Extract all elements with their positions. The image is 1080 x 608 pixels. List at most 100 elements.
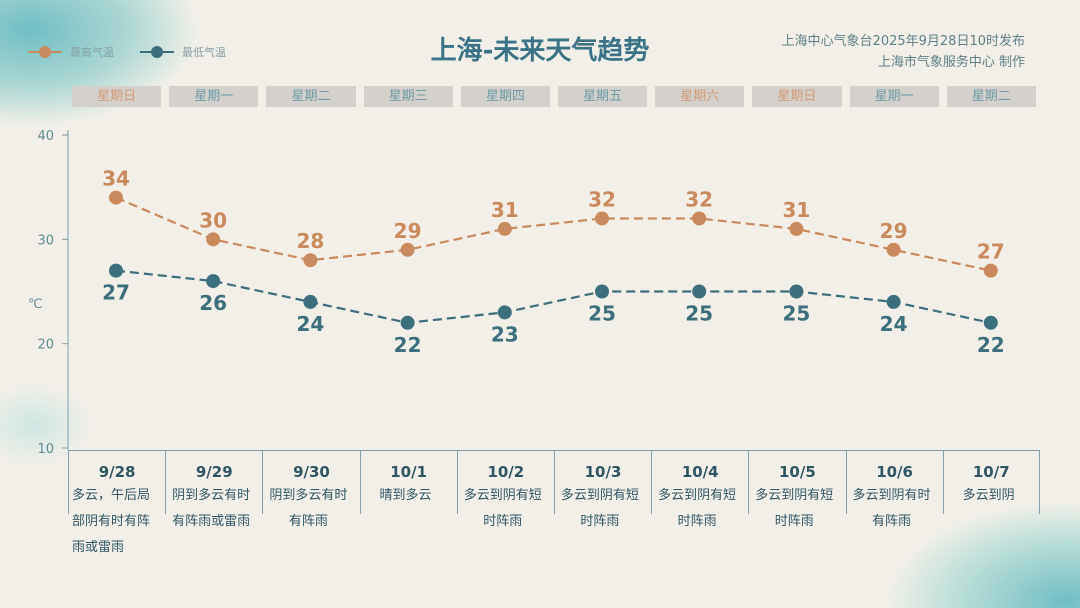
- legend-low: 最低气温: [140, 44, 226, 60]
- data-label: 32: [685, 187, 713, 211]
- weather-text: 多云到阴有时有阵雨: [852, 488, 931, 529]
- data-label: 28: [296, 229, 324, 253]
- date-label: 10/4: [681, 463, 719, 481]
- weekday-label: 星期一: [849, 86, 939, 107]
- weekday-label: 星期二: [946, 86, 1036, 107]
- y-tick-label: 20: [37, 338, 54, 353]
- forecast-column: 9/28 多云，午后局部阴有时有阵雨或雷雨: [68, 451, 165, 555]
- legend-high-marker: [28, 46, 62, 58]
- data-point: [497, 221, 512, 236]
- date-label: 10/7: [972, 463, 1010, 481]
- data-point: [983, 315, 998, 330]
- decor-ink-wash: [800, 470, 1080, 608]
- data-label: 26: [199, 291, 227, 315]
- data-point: [206, 274, 221, 289]
- data-label: 24: [880, 312, 908, 336]
- data-label: 32: [588, 187, 616, 211]
- data-label: 29: [394, 219, 422, 243]
- data-point: [595, 284, 609, 299]
- data-label: 27: [977, 240, 1005, 264]
- forecast-column: 10/4 多云到阴有短时阵雨: [651, 451, 748, 529]
- weekday-label: 星期二: [266, 86, 356, 107]
- weather-text: 阴到多云有时有阵雨或雷雨: [172, 488, 251, 529]
- data-label: 24: [296, 312, 324, 336]
- data-label: 31: [782, 198, 810, 222]
- weather-text: 多云到阴有短时阵雨: [658, 488, 737, 529]
- date-label: 10/1: [390, 463, 428, 481]
- data-point: [886, 242, 901, 257]
- y-tick-label: 10: [37, 442, 54, 457]
- data-point: [109, 190, 123, 205]
- weekday-label: 星期六: [655, 86, 745, 107]
- date-label: 10/5: [779, 463, 816, 481]
- date-label: 9/30: [293, 463, 330, 481]
- data-point: [400, 315, 415, 330]
- data-point: [497, 305, 512, 320]
- y-axis-label: ℃: [28, 297, 43, 312]
- weekday-label: 星期日: [752, 86, 842, 107]
- data-point: [109, 263, 123, 278]
- publisher-info: 上海中心气象台2025年9月28日10时发布上海市气象服务中心 制作: [782, 31, 1025, 73]
- weekday-label: 星期日: [72, 86, 162, 107]
- data-point: [692, 211, 707, 226]
- weekday-label: 星期四: [460, 86, 550, 107]
- weather-text: 多云到阴: [962, 488, 1015, 503]
- y-tick-label: 40: [37, 129, 54, 144]
- weekday-row: 星期日 星期一 星期二 星期三 星期四 星期五 星期六 星期日 星期一 星期二: [68, 86, 1040, 107]
- data-point: [303, 294, 318, 309]
- series-line-low: [115, 269, 992, 324]
- publisher-text: 上海中心气象台2025年9月28日10时发布: [781, 34, 1025, 49]
- forecast-column: 9/30 阴到多云有时有阵雨: [262, 451, 359, 529]
- forecast-column: 10/2 多云到阴有短时阵雨: [456, 451, 554, 529]
- weather-text: 阴到多云有时有阵雨: [269, 488, 348, 529]
- weather-text: 多云到阴有短时阵雨: [560, 488, 639, 529]
- forecast-column: 10/1 晴到多云: [359, 451, 457, 514]
- data-point: [595, 211, 609, 226]
- data-label: 23: [491, 322, 519, 346]
- forecast-column: 10/5 多云到阴有短时阵雨: [748, 451, 845, 529]
- decor-ink-wash: [0, 0, 300, 150]
- decor-cloud: [0, 380, 110, 470]
- date-label: 10/3: [584, 463, 622, 481]
- data-label: 25: [588, 302, 616, 326]
- data-label: 22: [977, 333, 1005, 357]
- page-title: 上海-未来天气趋势: [430, 36, 650, 66]
- legend: 最高气温 最低气温: [28, 44, 226, 60]
- weekday-label: 星期五: [557, 86, 648, 107]
- series-line-high: [115, 196, 992, 272]
- forecast-column: 10/7 多云到阴: [942, 451, 1040, 514]
- data-label: 30: [199, 208, 227, 232]
- data-point: [400, 242, 415, 257]
- data-label: 34: [102, 167, 130, 191]
- legend-high: 最高气温: [28, 44, 114, 60]
- forecast-table: 9/28 多云，午后局部阴有时有阵雨或雷雨 9/29 阴到多云有时有阵雨或雷雨 9/30…: [68, 450, 1040, 555]
- legend-low-label: 最低气温: [182, 46, 226, 59]
- weather-text: 晴到多云: [379, 488, 432, 503]
- forecast-column: 10/6 多云到阴有时有阵雨: [845, 451, 943, 529]
- legend-low-marker: [140, 46, 174, 58]
- producer-text: 上海市气象服务中心 制作: [877, 55, 1025, 70]
- data-label: 22: [394, 333, 422, 357]
- data-point: [886, 294, 901, 309]
- weekday-label: 星期一: [169, 86, 259, 107]
- date-label: 9/28: [98, 463, 136, 481]
- y-tick-label: 30: [37, 233, 54, 248]
- data-point: [789, 221, 804, 236]
- weather-text: 多云，午后局部阴有时有阵雨或雷雨: [72, 488, 151, 555]
- data-point: [692, 284, 707, 299]
- forecast-column: 9/29 阴到多云有时有阵雨或雷雨: [165, 451, 262, 529]
- data-point: [789, 284, 804, 299]
- legend-high-label: 最高气温: [70, 46, 114, 59]
- data-label: 27: [102, 281, 130, 305]
- date-label: 9/29: [195, 463, 233, 481]
- weekday-label: 星期三: [363, 86, 453, 107]
- data-point: [303, 253, 318, 268]
- date-label: 10/6: [876, 463, 913, 481]
- data-label: 25: [782, 302, 810, 326]
- data-point: [983, 263, 998, 278]
- date-label: 10/2: [487, 463, 525, 481]
- forecast-column: 10/3 多云到阴有短时阵雨: [553, 451, 651, 529]
- data-label: 31: [491, 198, 519, 222]
- weather-text: 多云到阴有短时阵雨: [755, 488, 834, 529]
